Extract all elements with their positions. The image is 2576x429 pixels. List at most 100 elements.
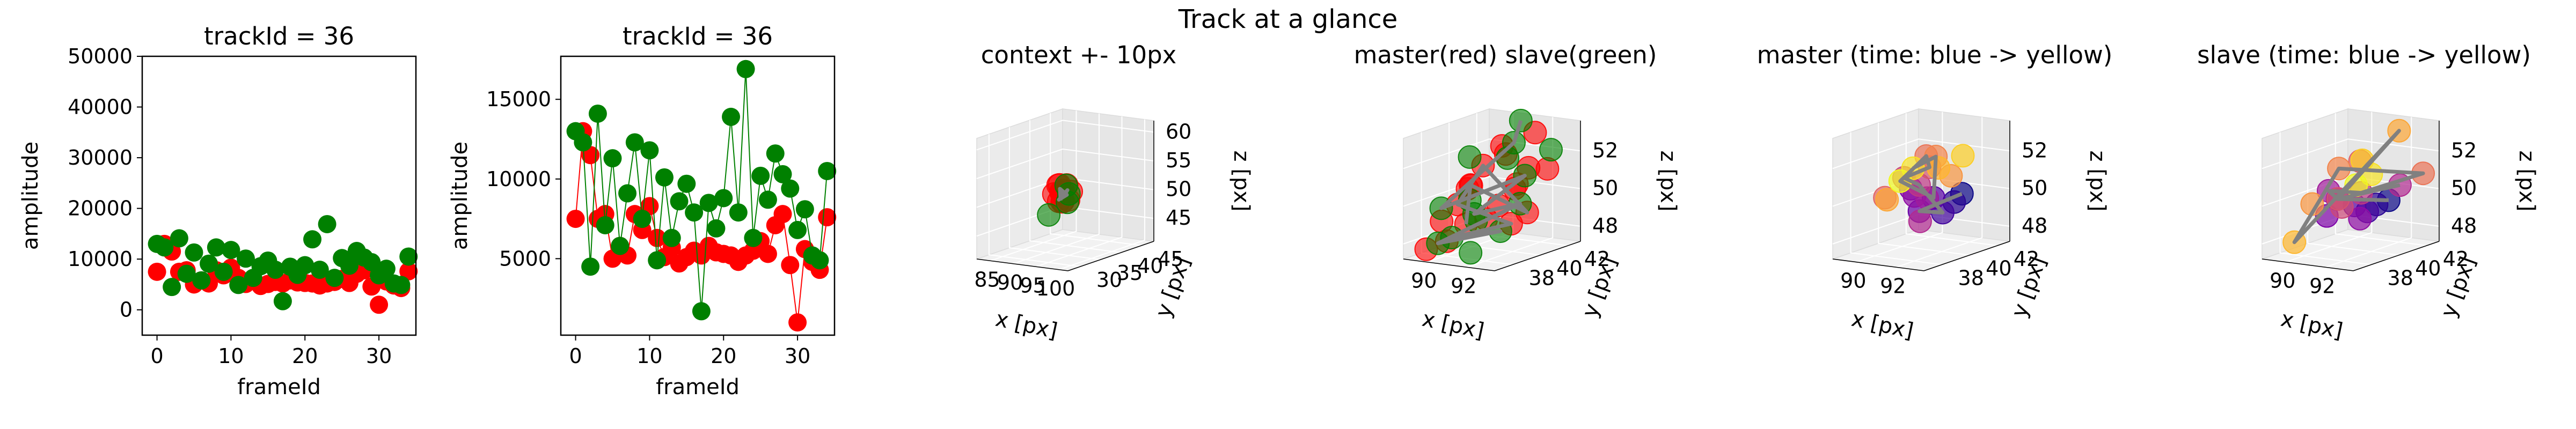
x-tick-label: 20 <box>292 344 318 368</box>
data-point <box>392 276 411 294</box>
data-point <box>1037 203 1061 227</box>
chart-5: master (time: blue -> yellow) 90 92 38 40 42 4… <box>1757 41 2113 344</box>
x-tick-label: 10 <box>636 344 662 368</box>
data-point <box>685 203 704 222</box>
x-gridline <box>2286 112 2373 263</box>
z-tick-label: 45 <box>1166 206 1191 230</box>
chart-2: trackId = 36 0 10 20 30 5000 10000 15000 frameId… <box>448 22 837 400</box>
y-tick-label: 10000 <box>486 167 551 191</box>
chart-1: trackId = 36 0 10 20 30 0 10000 20000 30000 40000… <box>18 22 418 400</box>
x-tick-label: 85 <box>974 268 1000 291</box>
y-tick-label: 10000 <box>68 247 133 271</box>
z-tick-label: 52 <box>2451 138 2477 162</box>
trajectory-line <box>1057 187 1070 202</box>
y-axis-line <box>1067 241 1154 271</box>
series-2 <box>566 60 837 321</box>
chart-6: slave (time: blue -> yellow) 90 92 38 40 42 48… <box>2197 41 2539 344</box>
y-tick-label: 42 <box>1584 247 1610 271</box>
x-tick-label: 20 <box>711 344 736 368</box>
z-axis-label: z [px] <box>2514 151 2539 212</box>
x-axis-line <box>976 258 1069 271</box>
data-point <box>574 133 592 152</box>
data-point <box>714 189 733 208</box>
x-tick-label: 92 <box>2309 274 2335 298</box>
data-point <box>596 216 614 234</box>
z-tick-label: 50 <box>1166 177 1191 201</box>
data-point <box>648 251 667 270</box>
data-point <box>773 205 792 224</box>
data-point <box>1459 241 1483 265</box>
y-tick-label: 42 <box>2014 247 2039 271</box>
z-axis-label: z [px] <box>1229 151 1254 212</box>
data-point <box>758 190 777 209</box>
data-point <box>185 243 203 262</box>
plot-frame <box>141 55 417 336</box>
data-point <box>603 149 622 168</box>
data-point <box>200 254 218 273</box>
y-gridline <box>2279 132 2372 265</box>
data-point <box>1875 188 1899 212</box>
z-tick-label: 50 <box>2451 176 2477 200</box>
y-gridline <box>1878 122 1970 256</box>
chart-title: context +- 10px <box>981 41 1177 69</box>
data-point <box>207 238 225 257</box>
data-point <box>818 161 837 180</box>
data-point <box>236 249 255 268</box>
y-tick-label: 45 <box>1158 247 1183 271</box>
x-tick-label: 90 <box>2270 269 2295 293</box>
data-point <box>640 141 659 160</box>
data-point <box>325 269 344 287</box>
x-gridline <box>1896 117 1983 268</box>
y-axis-line <box>1923 241 2010 271</box>
x-tick-label: 90 <box>1411 269 1437 293</box>
data-point <box>707 219 726 238</box>
trajectory-line <box>1898 154 1963 214</box>
y-tick-label: 35 <box>1117 261 1143 285</box>
z-gridline <box>1832 138 2010 169</box>
z-tick-label: 48 <box>2022 214 2047 238</box>
x-tick-label: 30 <box>366 344 392 368</box>
chart-title: slave (time: blue -> yellow) <box>2197 41 2531 69</box>
data-point <box>722 107 741 126</box>
x-axis-label: frameId <box>656 375 740 400</box>
data-point <box>766 144 785 163</box>
y-tick-label: 40000 <box>68 95 133 119</box>
data-point <box>781 256 800 275</box>
series-2 <box>148 214 418 310</box>
x-axis-label: x [px] <box>1849 307 1916 344</box>
data-point <box>229 276 248 294</box>
y-gridline <box>2307 122 2399 256</box>
z-gridline <box>1403 176 1581 207</box>
y-gridline <box>1850 132 1942 265</box>
x-gridline <box>2325 117 2412 268</box>
data-point <box>633 210 652 228</box>
data-point <box>625 133 644 152</box>
y-axis-label: amplitude <box>448 142 472 250</box>
data-point <box>611 236 630 255</box>
data-point <box>818 208 837 227</box>
data-point <box>773 165 792 183</box>
data-point <box>788 313 807 332</box>
data-point <box>163 278 181 297</box>
x-axis-line <box>1403 258 1495 271</box>
x-tick-label: 0 <box>150 344 163 368</box>
data-point <box>177 264 196 283</box>
chart-4: master(red) slave(green) 90 92 38 40 42 48 50 52… <box>1354 41 1680 344</box>
x-tick-label: 100 <box>1036 277 1075 300</box>
z-gridline <box>2262 138 2440 169</box>
y-tick-label: 30 <box>1096 268 1122 292</box>
data-point <box>655 168 674 187</box>
trajectory-line <box>1436 120 1529 246</box>
data-point <box>662 228 681 247</box>
z-tick-label: 48 <box>1592 214 1618 238</box>
z-axis-label: z [px] <box>1656 151 1680 212</box>
z-tick-label: 52 <box>2022 138 2047 162</box>
data-point <box>795 200 814 219</box>
data-point <box>296 256 314 275</box>
y-tick-label: 40 <box>2415 257 2441 280</box>
data-point <box>677 174 696 193</box>
x-tick-label: 95 <box>1020 273 1045 297</box>
x-tick-label: 90 <box>1840 269 1866 293</box>
trajectory-line <box>2292 129 2425 245</box>
